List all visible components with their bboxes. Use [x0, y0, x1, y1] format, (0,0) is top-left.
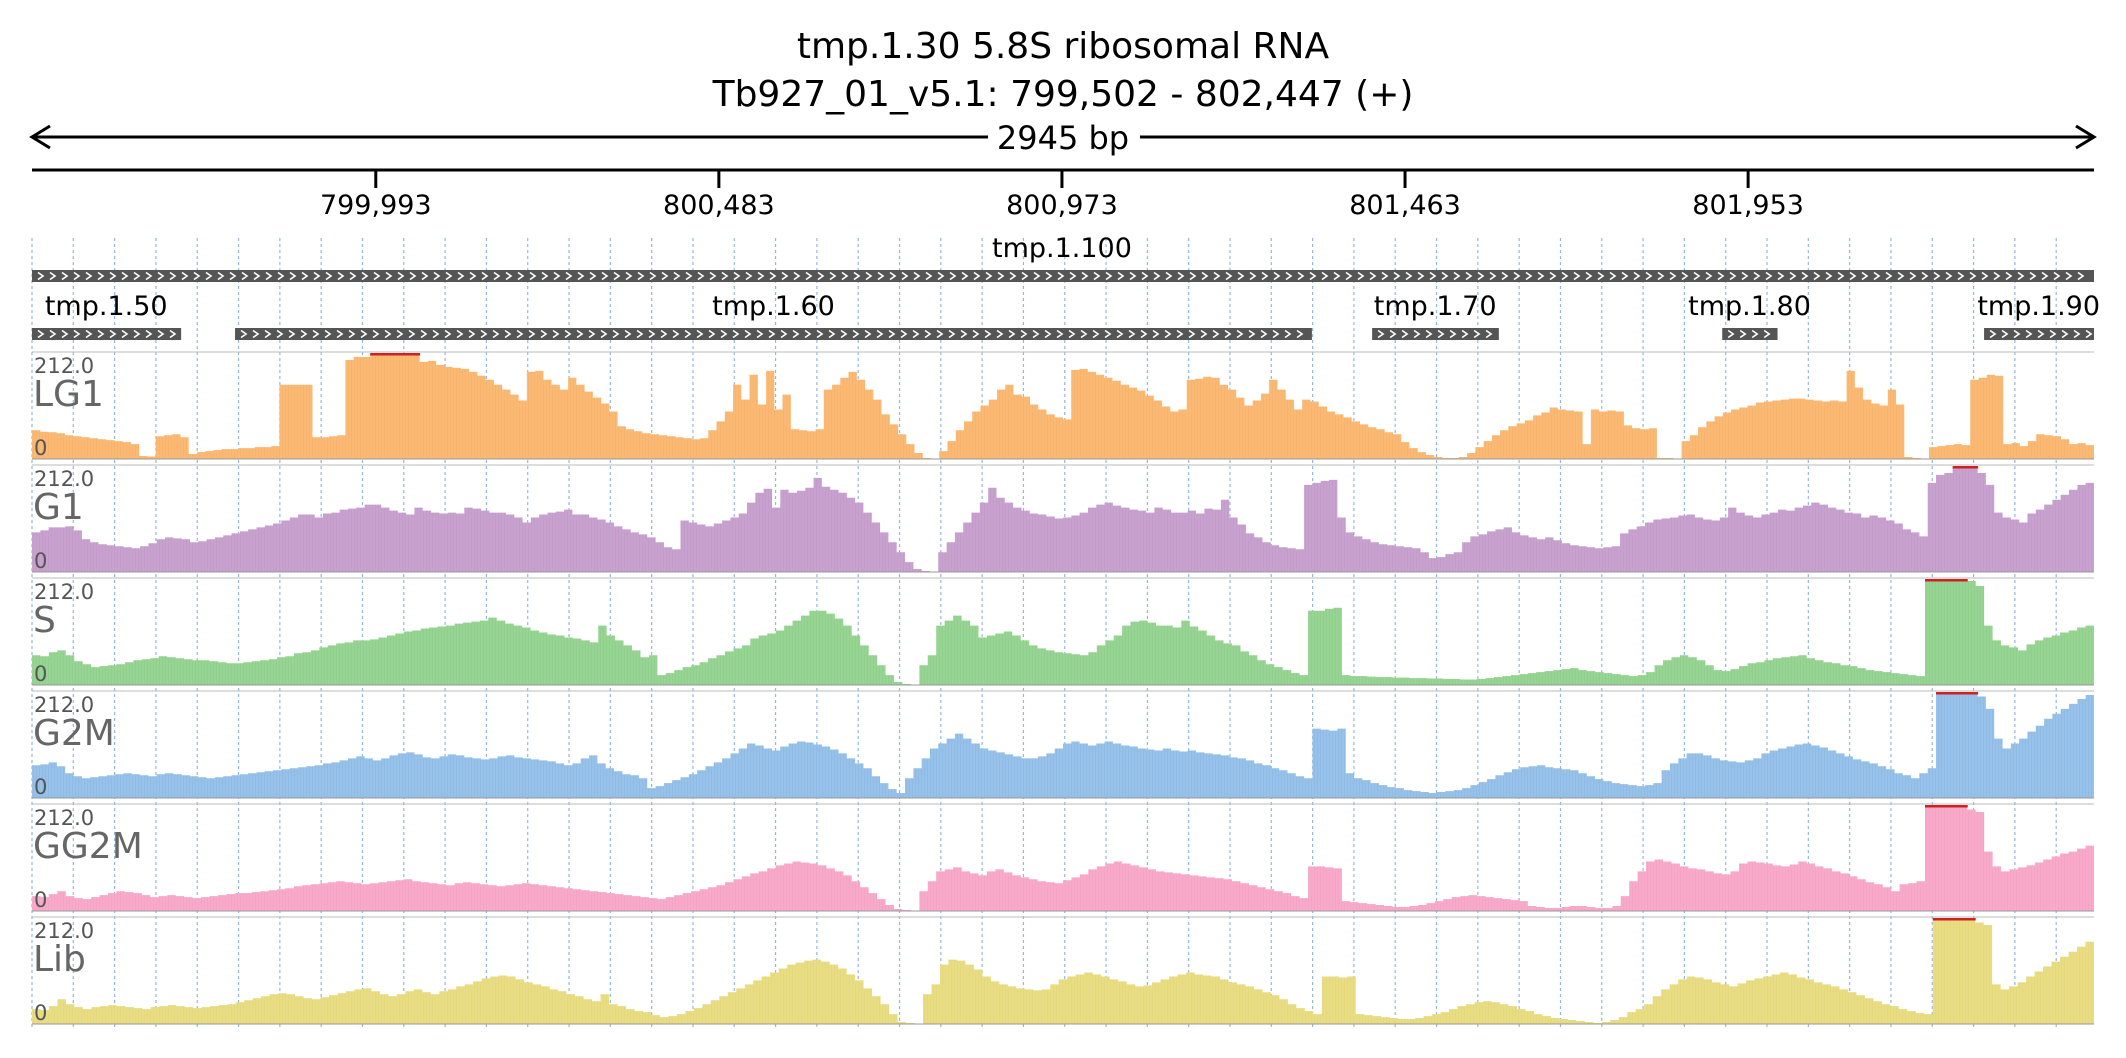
gene-strand-arrows [1727, 329, 1771, 339]
gene-label: tmp.1.70 [1374, 291, 1497, 322]
track-ymin-label: 0 [34, 775, 47, 799]
gene-strand-arrows [240, 329, 1304, 339]
clip-marker [1924, 579, 1934, 582]
track-ymin-label: 0 [34, 1001, 47, 1025]
track-lib: 212.0 0 Lib [32, 916, 2094, 1025]
gene-label: tmp.1.50 [45, 291, 168, 322]
track-s: 212.0 0 S [32, 577, 2094, 686]
track-ymax-label: 212.0 [34, 693, 94, 717]
clip-marker [1950, 805, 1960, 808]
clip-marker [1941, 579, 1951, 582]
track-ymax-label: 212.0 [34, 354, 94, 378]
track-ymin-label: 0 [34, 436, 47, 460]
gene-tmp-1-90: tmp.1.90 [1977, 291, 2100, 340]
track-gg2m: 212.0 0 GG2M [32, 803, 2094, 912]
track-ymin-label: 0 [34, 888, 47, 912]
track-ymin-label: 0 [34, 549, 47, 573]
region-title: Tb927_01_v5.1: 799,502 - 802,447 (+) [712, 74, 1414, 115]
coverage-area [32, 919, 2094, 1024]
track-ymax-label: 212.0 [34, 919, 94, 943]
span-label: 2945 bp [997, 119, 1129, 157]
track-ymax-label: 212.0 [34, 580, 94, 604]
clip-marker [1933, 805, 1943, 808]
clip-marker [1932, 918, 1942, 921]
gene-tmp-1-50: tmp.1.50 [32, 291, 182, 340]
gene-bar [32, 328, 182, 340]
track-name: G2M [33, 713, 115, 754]
clip-marker [1941, 805, 1951, 808]
clip-marker [411, 353, 421, 356]
clip-marker [378, 353, 388, 356]
clip-marker [1924, 805, 1934, 808]
track-name: G1 [33, 487, 84, 528]
track-name: LG1 [33, 374, 104, 415]
gene-label: tmp.1.90 [1977, 291, 2100, 322]
coverage-area [32, 580, 2094, 685]
clip-marker [370, 353, 379, 356]
clip-marker [1958, 579, 1968, 582]
clip-marker [1952, 466, 1962, 469]
track-name: GG2M [33, 826, 143, 867]
gene-strand-arrows [1989, 329, 2093, 339]
gene-tmp-1-60: tmp.1.60 [235, 291, 1312, 340]
clip-marker [386, 353, 396, 356]
clip-marker [1936, 692, 1945, 695]
gene-strand-arrows [37, 329, 177, 339]
gene-tmp-1-70: tmp.1.70 [1372, 291, 1499, 340]
clip-marker [1966, 918, 1976, 921]
clip-marker [1960, 692, 1970, 695]
clip-marker [394, 353, 404, 356]
axis-tick-label: 799,993 [320, 190, 432, 221]
coverage-area [32, 693, 2094, 798]
gene-label: tmp.1.100 [992, 233, 1132, 264]
gene-track: tmp.1.100 tmp.1.50 tmp.1.60 tmp.1.70 tmp.1.8… [32, 233, 2100, 340]
track-name: Lib [33, 939, 86, 980]
clip-marker [1958, 918, 1968, 921]
clip-marker [1941, 918, 1951, 921]
gene-bar [1984, 328, 2094, 340]
gene-strand-arrows [1377, 329, 1493, 339]
clip-marker [1933, 579, 1943, 582]
gene-bar [1722, 328, 1778, 340]
track-name: S [33, 600, 56, 641]
clip-marker [403, 353, 412, 356]
track-lg1: 212.0 0 LG1 [32, 351, 2094, 460]
clip-marker [1969, 466, 1979, 469]
gene-strand-arrows [37, 271, 2085, 281]
clip-marker [1958, 805, 1968, 808]
coverage-tracks: 212.00LG1212.00G1212.00S212.00G2M212.00G… [32, 351, 2094, 1025]
gene-label: tmp.1.80 [1688, 291, 1811, 322]
clip-marker [1949, 918, 1959, 921]
axis-tick-label: 801,463 [1349, 190, 1461, 221]
clip-marker [1944, 692, 1954, 695]
clip-marker [1952, 692, 1962, 695]
track-ymax-label: 212.0 [34, 467, 94, 491]
gene-title: tmp.1.30 5.8S ribosomal RNA [797, 26, 1330, 67]
coverage-area [32, 806, 2094, 911]
gene-label: tmp.1.60 [712, 291, 835, 322]
coverage-area [32, 467, 2094, 572]
track-ymax-label: 212.0 [34, 806, 94, 830]
gene-tmp-1-80: tmp.1.80 [1688, 291, 1811, 340]
clip-marker [1950, 579, 1960, 582]
clip-marker [1960, 466, 1970, 469]
axis-tick-label: 800,483 [663, 190, 775, 221]
clip-marker [1969, 692, 1979, 695]
track-g2m: 212.0 0 G2M [32, 690, 2094, 799]
span-arrowhead-right [2075, 124, 2097, 150]
span-arrow: 2945 bp [29, 119, 2097, 157]
track-g1: 212.0 0 G1 [32, 464, 2094, 573]
span-arrowhead-left [29, 124, 51, 150]
coverage-area [32, 354, 2094, 459]
axis-tick-label: 800,973 [1006, 190, 1118, 221]
position-axis: 799,993 800,483 800,973 801,463 801,953 [32, 168, 2094, 221]
axis-tick-label: 801,953 [1692, 190, 1804, 221]
gene-tmp-1-100: tmp.1.100 [32, 233, 2094, 282]
track-ymin-label: 0 [34, 662, 47, 686]
